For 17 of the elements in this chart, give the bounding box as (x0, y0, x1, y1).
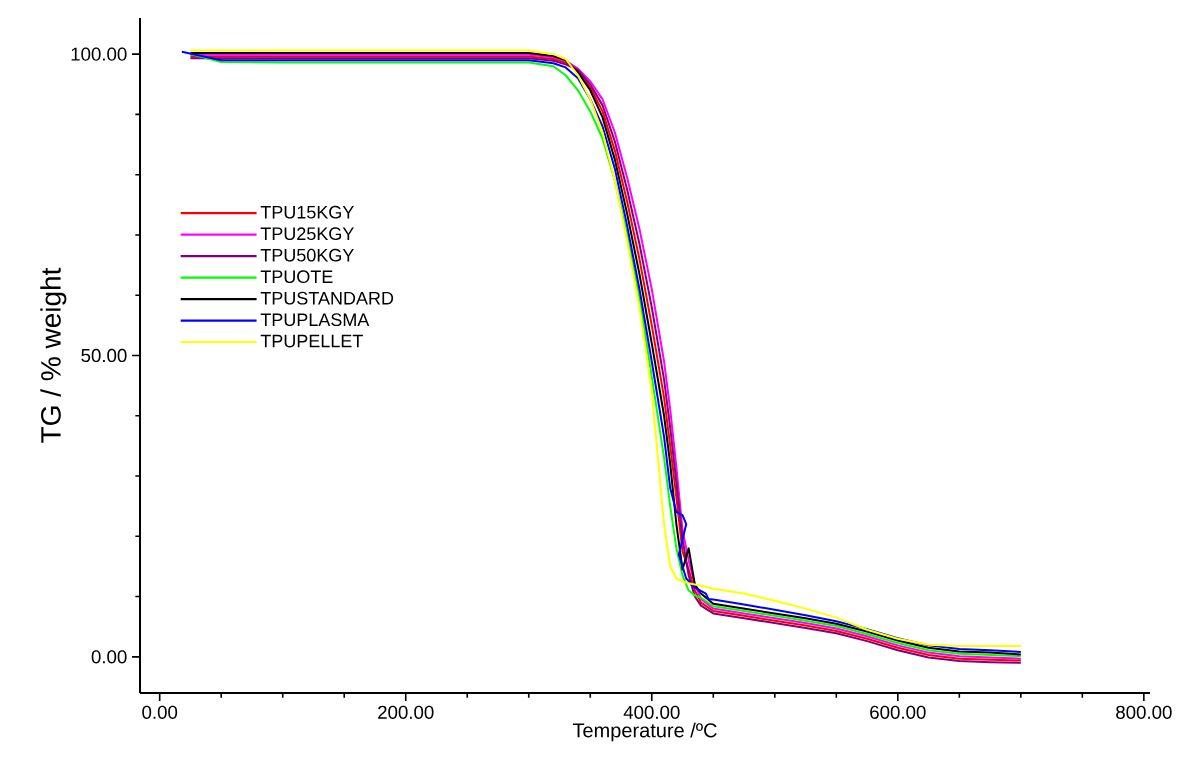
y-tick-label: 0.00 (91, 650, 127, 664)
y-axis-title: TG / % weight (40, 267, 67, 443)
x-tick-label: 600.00 (870, 705, 926, 719)
y-tick-label: 100.00 (71, 47, 127, 61)
x-tick-label: 400.00 (623, 705, 680, 719)
legend-label: TPU25KGY (260, 227, 354, 241)
x-axis-title: Temperature /ºC (572, 722, 717, 742)
legend-label: TPUPLASMA (260, 313, 370, 327)
x-tick-label: 800.00 (1116, 705, 1172, 719)
legend-label: TPU50KGY (260, 248, 354, 262)
x-tick-label: 0.00 (142, 705, 178, 719)
y-tick-label: 50.00 (81, 348, 127, 363)
legend-label: TPUOTE (260, 270, 333, 284)
legend-label: TPUPELLET (260, 334, 363, 348)
x-tick-label: 200.00 (378, 705, 434, 719)
legend-label: TPU15KGY (260, 205, 354, 219)
legend-label: TPUSTANDARD (260, 291, 394, 305)
